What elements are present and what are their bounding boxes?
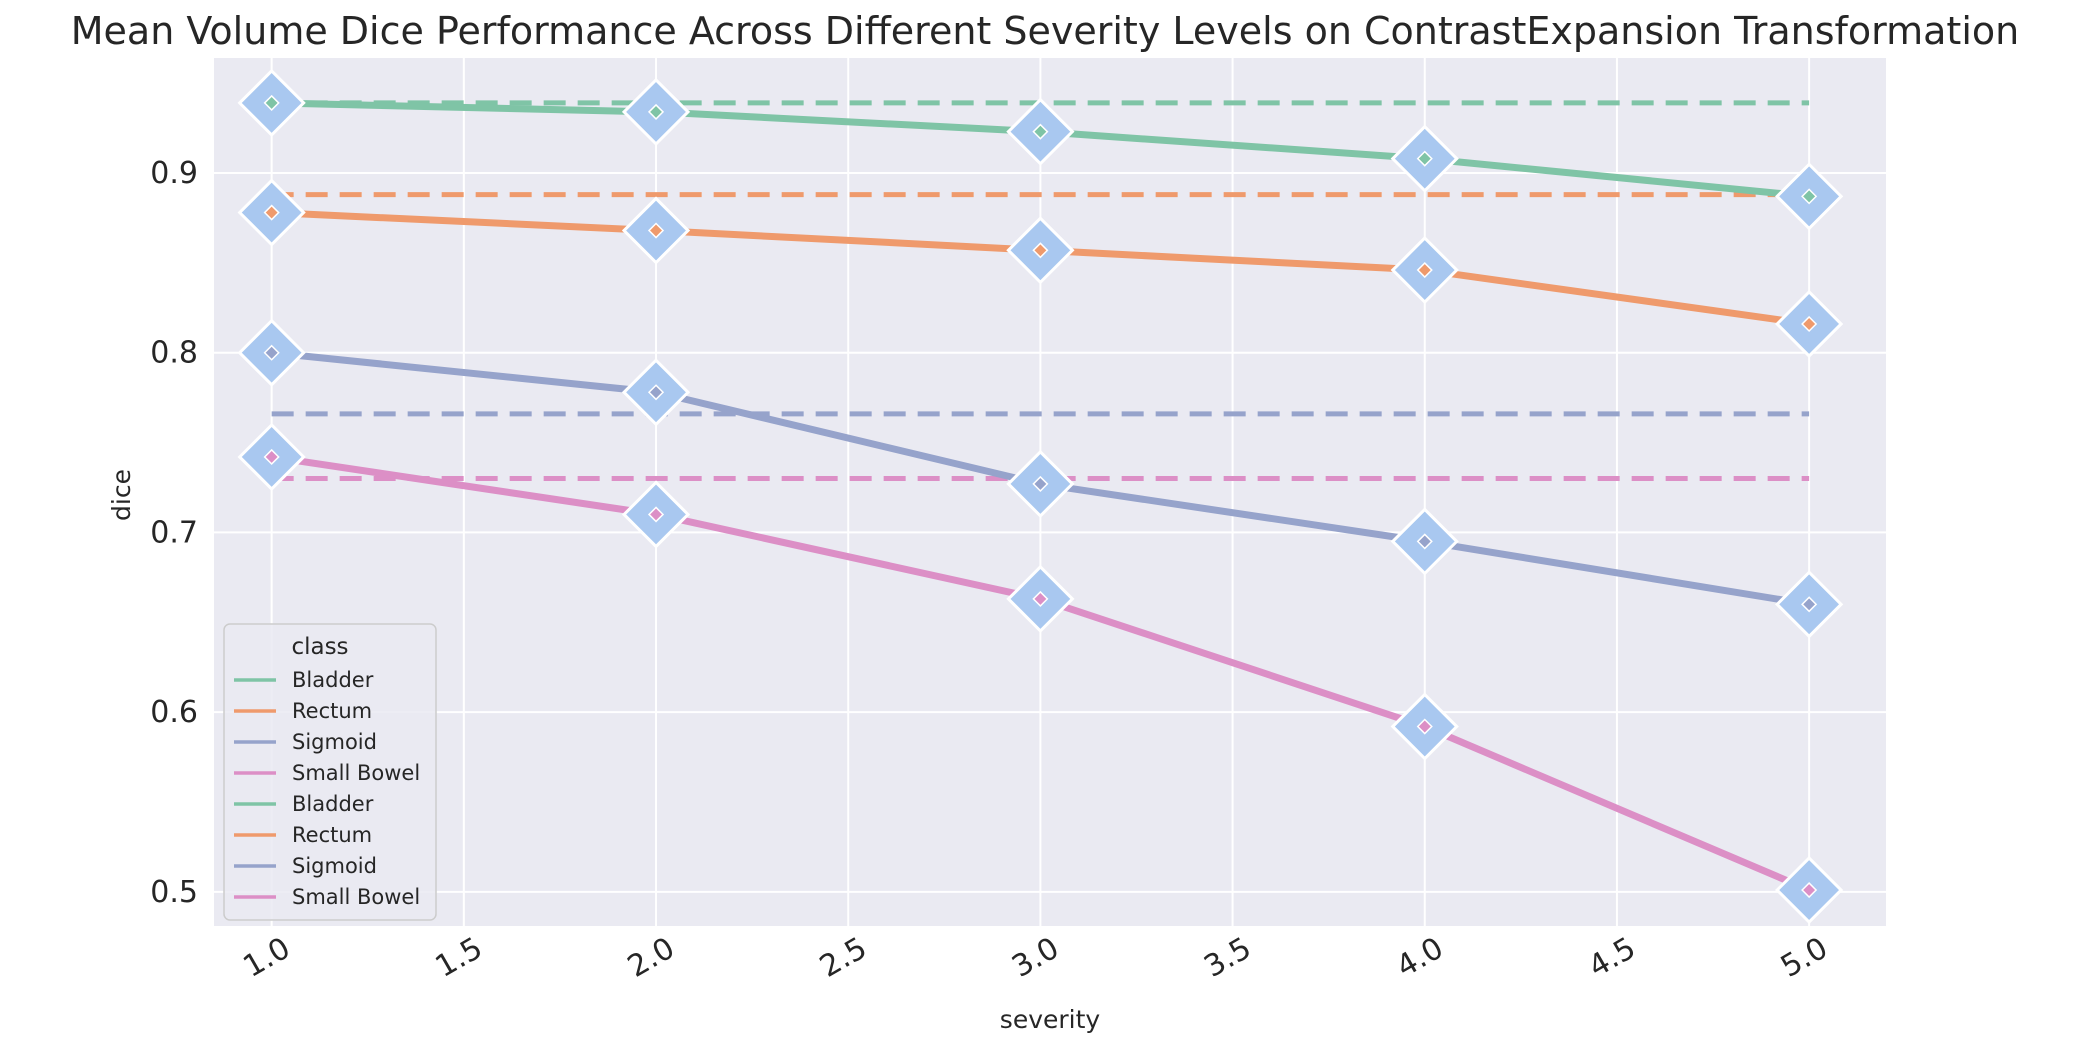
x-tick-label: 2.5: [814, 931, 873, 985]
legend-title: class: [291, 634, 348, 660]
x-tick-label: 1.0: [237, 931, 296, 985]
legend-label: Rectum: [292, 823, 372, 847]
marker-center-rectum: [263, 204, 280, 221]
x-tick-labels: 1.0 1.5 2.0 2.5 3.0 3.5 4.0 4.5 5.0: [237, 931, 1833, 985]
legend-label: Small Bowel: [292, 885, 420, 909]
marker-center-bladder: [263, 94, 280, 111]
x-tick-label: 4.5: [1583, 931, 1642, 985]
y-tick-label: 0.6: [150, 695, 198, 730]
y-tick-labels: 0.5 0.6 0.7 0.8 0.9: [150, 156, 198, 910]
x-tick-label: 5.0: [1775, 931, 1834, 985]
y-tick-label: 0.7: [150, 515, 198, 550]
x-tick-label: 2.0: [622, 931, 681, 985]
marker-center-rectum: [647, 222, 665, 239]
marker-center-small-bowel: [1801, 881, 1818, 899]
marker-center-rectum: [1801, 315, 1818, 333]
legend-label: Bladder: [292, 668, 374, 692]
legend: class Bladder Rectum Sigmoid Small Bowel Blad…: [223, 623, 437, 921]
marker-center-small-bowel: [647, 506, 665, 523]
marker-center-sigmoid: [647, 384, 665, 401]
y-axis-label: dice: [107, 469, 136, 521]
x-tick-label: 3.0: [1006, 931, 1065, 985]
data-markers: [237, 68, 1844, 925]
marker-center-small-bowel: [1032, 590, 1049, 607]
marker-center-small-bowel: [263, 448, 280, 466]
legend-label: Small Bowel: [292, 761, 420, 785]
legend-label: Rectum: [292, 699, 372, 723]
marker-center-sigmoid: [263, 344, 280, 361]
x-axis-label: severity: [1000, 1005, 1101, 1034]
x-tick-label: 1.5: [430, 931, 489, 985]
chart-title: Mean Volume Dice Performance Across Diff…: [71, 9, 2019, 53]
legend-box: [223, 623, 437, 921]
marker-center-small-bowel: [1416, 718, 1433, 735]
y-tick-label: 0.5: [150, 875, 198, 910]
marker-center-sigmoid: [1416, 533, 1433, 550]
y-tick-label: 0.9: [150, 156, 198, 191]
marker-center-rectum: [1416, 261, 1433, 279]
marker-center-sigmoid: [1801, 596, 1818, 613]
marker-center-bladder: [1416, 150, 1433, 167]
x-tick-label: 4.0: [1391, 931, 1450, 985]
marker-center-bladder: [1032, 123, 1049, 140]
legend-label: Sigmoid: [292, 854, 377, 878]
legend-label: Bladder: [292, 792, 374, 816]
marker-center-sigmoid: [1032, 475, 1049, 492]
y-tick-label: 0.8: [150, 336, 198, 371]
legend-label: Sigmoid: [292, 730, 377, 754]
marker-center-rectum: [1032, 242, 1049, 259]
x-tick-label: 3.5: [1198, 931, 1257, 985]
marker-center-bladder: [647, 103, 665, 120]
marker-center-bladder: [1801, 188, 1818, 205]
